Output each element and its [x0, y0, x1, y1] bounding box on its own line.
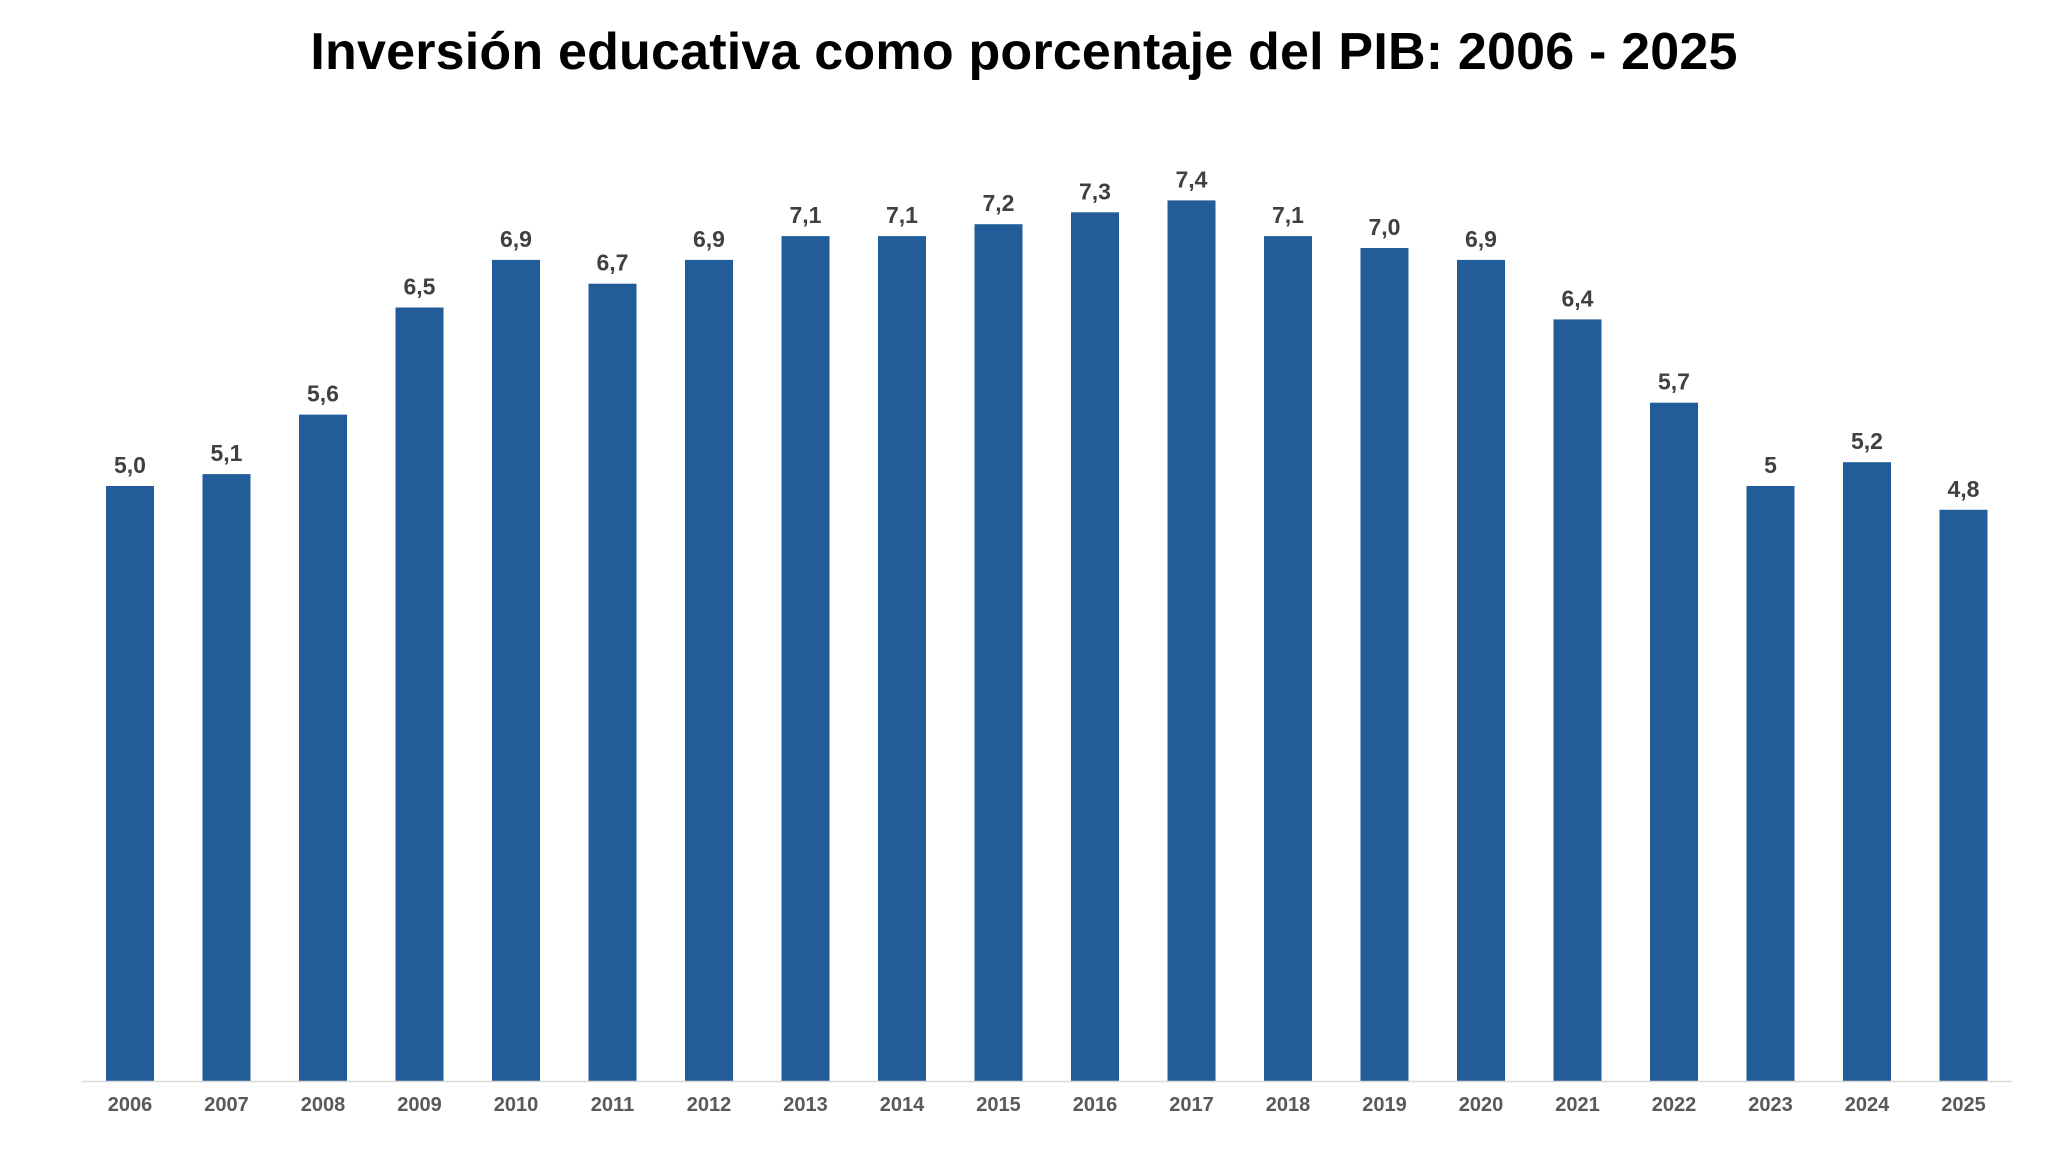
value-label-2009: 6,5	[404, 274, 436, 300]
bar-2022	[1650, 402, 1698, 1081]
x-tick-2024: 2024	[1845, 1094, 1890, 1116]
bar-2021	[1553, 319, 1602, 1081]
x-tick-2017: 2017	[1169, 1094, 1214, 1116]
bar-2024	[1843, 462, 1891, 1081]
bars-group	[106, 200, 1988, 1082]
value-label-2017: 7,4	[1176, 166, 1208, 192]
value-label-2007: 5,1	[211, 440, 243, 466]
bar-2017	[1167, 200, 1216, 1081]
bar-2016	[1071, 212, 1119, 1082]
x-tick-labels-group: 2006 2007 2008 2009 2010 2011 2012 2013 2014 2015…	[108, 1094, 1986, 1116]
value-label-2010: 6,9	[500, 226, 532, 252]
value-label-2014: 7,1	[886, 202, 918, 228]
bar-2012	[685, 259, 733, 1081]
x-tick-2010: 2010	[494, 1094, 539, 1116]
bar-2008	[299, 414, 347, 1082]
bar-2006	[106, 486, 154, 1081]
bar-2014	[878, 236, 926, 1082]
bar-2015	[974, 224, 1023, 1081]
value-label-2024: 5,2	[1851, 428, 1883, 454]
value-labels-group: 5,0 5,1 5,6 6,5 6,9 6,7 6,9 7,1 7,1 7,2 7,3 7,4 7,1 7…	[114, 166, 1980, 501]
value-label-2019: 7,0	[1369, 214, 1401, 240]
x-tick-2011: 2011	[591, 1094, 634, 1116]
value-label-2006: 5,0	[114, 452, 146, 478]
value-label-2021: 6,4	[1562, 285, 1594, 311]
value-label-2012: 6,9	[693, 226, 725, 252]
x-tick-2008: 2008	[301, 1094, 346, 1116]
bar-2007	[202, 474, 251, 1082]
bar-2010	[492, 259, 540, 1081]
x-tick-2009: 2009	[397, 1094, 442, 1116]
bar-2025	[1939, 509, 1988, 1081]
x-tick-2023: 2023	[1748, 1094, 1793, 1116]
chart-title: Inversión educativa como porcentaje del …	[310, 23, 1738, 81]
value-label-2016: 7,3	[1079, 178, 1111, 204]
bar-2011	[588, 283, 637, 1081]
bar-2009	[395, 307, 444, 1081]
x-tick-2015: 2015	[976, 1094, 1021, 1116]
value-label-2011: 6,7	[597, 250, 629, 276]
bar-2020	[1457, 259, 1505, 1081]
x-tick-2019: 2019	[1362, 1094, 1407, 1116]
value-label-2008: 5,6	[307, 381, 339, 407]
x-tick-2012: 2012	[687, 1094, 732, 1116]
x-tick-2022: 2022	[1652, 1094, 1697, 1116]
value-label-2013: 7,1	[790, 202, 822, 228]
bar-2018	[1264, 236, 1312, 1082]
value-label-2022: 5,7	[1658, 369, 1690, 395]
x-tick-2007: 2007	[204, 1094, 249, 1116]
value-label-2015: 7,2	[983, 190, 1015, 216]
x-tick-2018: 2018	[1266, 1094, 1311, 1116]
x-tick-2006: 2006	[108, 1094, 153, 1116]
bar-2013	[781, 236, 830, 1082]
value-label-2025: 4,8	[1948, 476, 1980, 502]
x-tick-2014: 2014	[880, 1094, 925, 1116]
value-label-2018: 7,1	[1272, 202, 1304, 228]
value-label-2023: 5	[1764, 452, 1777, 478]
x-tick-2025: 2025	[1941, 1094, 1986, 1116]
bar-2023	[1746, 486, 1795, 1081]
x-tick-2013: 2013	[783, 1094, 828, 1116]
x-tick-2020: 2020	[1459, 1094, 1504, 1116]
value-label-2020: 6,9	[1465, 226, 1497, 252]
x-tick-2016: 2016	[1073, 1094, 1118, 1116]
x-tick-2021: 2021	[1555, 1094, 1600, 1116]
bar-2019	[1360, 248, 1409, 1081]
